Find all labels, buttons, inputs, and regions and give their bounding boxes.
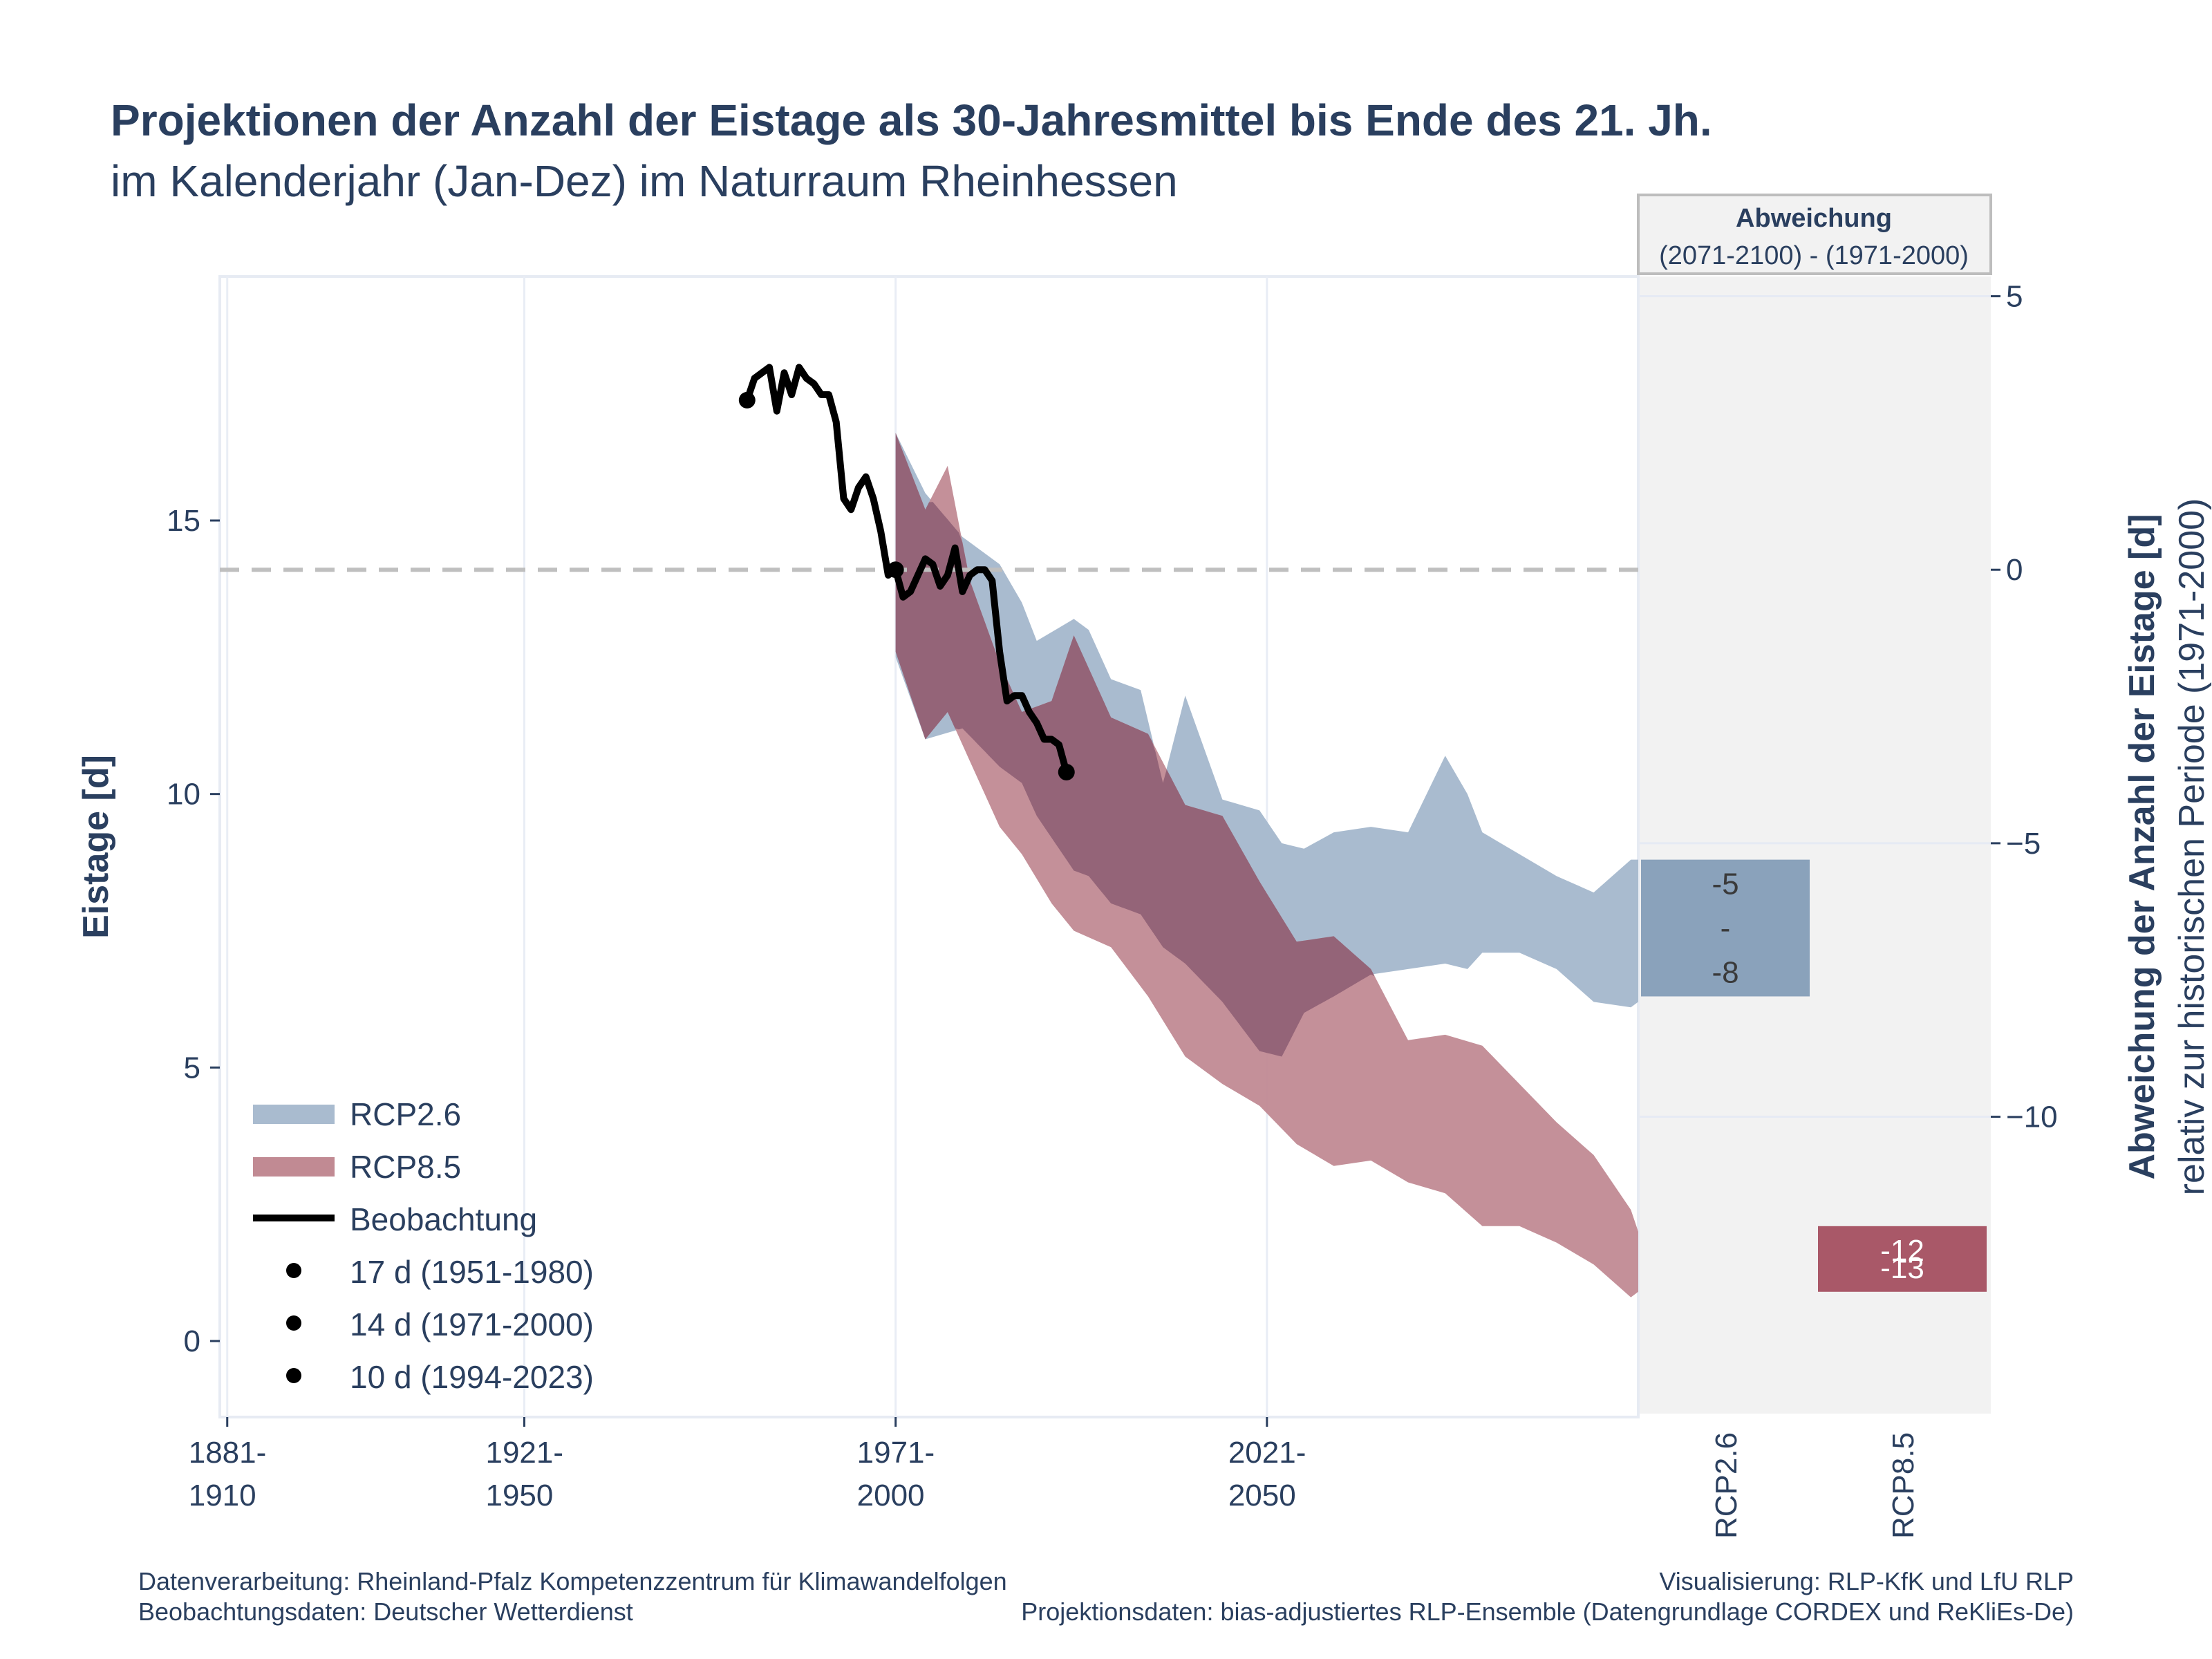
- bar-label-mid: -: [1721, 912, 1731, 946]
- x-tick-label: 1950: [485, 1479, 553, 1512]
- bar-label-bottom: -8: [1712, 955, 1738, 989]
- chart-title: Projektionen der Anzahl der Eistage als …: [111, 95, 1712, 145]
- observation-marker: [887, 561, 904, 579]
- y-tick-label: 0: [184, 1324, 200, 1358]
- legend-label-rcp85: RCP8.5: [350, 1149, 461, 1185]
- x-tick-label: 1971-: [857, 1436, 935, 1470]
- panel-header-period: (2071-2100) - (1971-2000): [1659, 241, 1969, 270]
- panel-header-title: Abweichung: [1736, 204, 1892, 233]
- y-axis-ticks: 0 5 10 15: [167, 504, 220, 1358]
- y2-tick-label: 5: [2006, 280, 2023, 314]
- panel-header-box: [1637, 194, 1992, 275]
- y-tick-label: 5: [184, 1051, 200, 1085]
- plot-border: [218, 275, 1640, 1418]
- bar-label-top: -12: [1880, 1234, 1924, 1268]
- observation-marker: [1058, 764, 1075, 781]
- x-tick-label: 1881-: [189, 1436, 267, 1470]
- footer-projection-source: Projektionsdaten: bias-adjustiertes RLP-…: [1021, 1597, 2074, 1626]
- x-tick-label: 1921-: [485, 1436, 563, 1470]
- legend-label-1951: 17 d (1951-1980): [350, 1254, 594, 1290]
- panel-grid: [1640, 295, 1991, 1118]
- panel-category-label: RCP2.6: [1709, 1432, 1743, 1539]
- footer-data-processing: Datenverarbeitung: Rheinland-Pfalz Kompe…: [138, 1567, 1007, 1595]
- y2-tick-label: −10: [2006, 1100, 2058, 1134]
- footer-visualisation: Visualisierung: RLP-KfK und LfU RLP: [1659, 1567, 2074, 1595]
- x-tick-label: 2021-: [1228, 1436, 1306, 1470]
- y-tick-label: 10: [167, 778, 200, 812]
- y2-axis-title: Abweichung der Anzahl der Eistage [d]: [2122, 514, 2162, 1179]
- panel-category-labels: RCP2.6 RCP8.5: [1709, 1432, 1920, 1539]
- x-tick-label: 1910: [189, 1479, 256, 1512]
- panel-background: [1640, 276, 1991, 1414]
- bar-label-mid: -: [1897, 1242, 1908, 1276]
- legend-swatch-rcp85: [253, 1157, 335, 1177]
- bar-label-top: -5: [1712, 868, 1738, 901]
- y-tick-label: 15: [167, 504, 200, 538]
- legend-marker-1994: [286, 1368, 301, 1383]
- panel-bars: -5--8-12--13: [1641, 859, 1987, 1292]
- band-rcp85: [895, 433, 1638, 1297]
- bands: [895, 433, 1638, 1297]
- footer-observation-source: Beobachtungsdaten: Deutscher Wetterdiens…: [138, 1597, 633, 1626]
- y-axis-title: Eistage [d]: [76, 755, 116, 939]
- band-rcp26: [895, 433, 1638, 1057]
- observation-line: [743, 364, 1070, 776]
- deviation-bar: [1641, 859, 1810, 997]
- x-axis-ticks: 1881- 1910 1921- 1950 1971- 2000 2021- 2050: [189, 1417, 1306, 1512]
- x-tick-label: 2000: [857, 1479, 925, 1512]
- chart-subtitle: im Kalenderjahr (Jan-Dez) im Naturraum R…: [111, 156, 1178, 206]
- panel-category-label: RCP8.5: [1886, 1432, 1920, 1539]
- plot-area: 0 5 10 15 1881- 1910 1921- 1950 1971- 2000 2021- 2…: [167, 275, 1991, 1512]
- legend-label-observation: Beobachtung: [350, 1201, 537, 1237]
- observation-marker: [738, 391, 756, 409]
- y2-axis-subtitle: relativ zur historischen Periode (1971-2…: [2172, 498, 2212, 1196]
- legend: RCP2.6 RCP8.5 Beobachtung 17 d (1951-198…: [253, 1096, 594, 1395]
- bar-label-bottom: -13: [1880, 1251, 1924, 1285]
- legend-swatch-rcp26: [253, 1105, 335, 1124]
- legend-label-1994: 10 d (1994-2023): [350, 1359, 594, 1395]
- legend-label-rcp26: RCP2.6: [350, 1096, 461, 1132]
- y2-axis-ticks: 5 0 −5 −10: [1991, 280, 2058, 1134]
- grid: [226, 276, 1268, 1417]
- y2-tick-label: −5: [2006, 827, 2041, 861]
- deviation-bar: [1818, 1226, 1987, 1292]
- legend-marker-1951: [286, 1263, 301, 1278]
- x-tick-label: 2050: [1228, 1479, 1296, 1512]
- observation-layer: [738, 364, 1075, 781]
- legend-marker-1971: [286, 1315, 301, 1331]
- y2-tick-label: 0: [2006, 553, 2023, 587]
- deviation-panel: Abweichung (2071-2100) - (1971-2000) -5-…: [1637, 194, 2058, 1539]
- legend-label-1971: 14 d (1971-2000): [350, 1306, 594, 1342]
